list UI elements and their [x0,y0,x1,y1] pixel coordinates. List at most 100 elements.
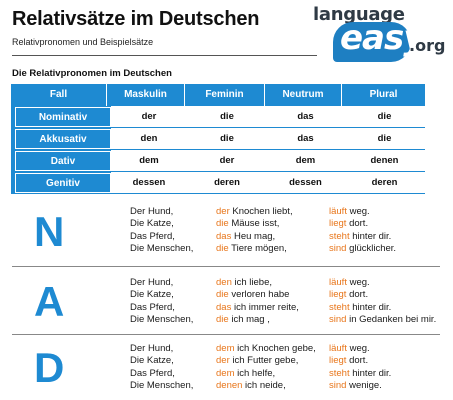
predicate: dort. [346,355,369,367]
table-cell: das [297,133,314,144]
row-label: Nominativ [15,107,111,127]
case-letter: A [34,278,65,325]
predicate: dort. [346,218,369,230]
table-cell: das [297,111,314,122]
clause: Knochen liebt, [229,206,293,217]
subject: Der Hund, [130,206,174,217]
table-cell: denen [370,155,399,166]
case-letter: N [34,208,65,255]
relative-pronoun: die [216,289,229,301]
predicate: hinter dir. [349,367,392,379]
clause: ich helfe, [234,367,276,379]
verb: steht [329,230,350,242]
header-feminin: Feminin [185,84,265,106]
table-cell: dessen [289,177,322,188]
relative-pronoun: die [216,218,229,230]
table-cell: den [140,133,158,144]
subject: Die Katze, [130,355,174,367]
clause: ich mag , [228,313,270,325]
table-row-genitiv: Genitiv dessen deren dessen deren [11,172,425,194]
verb: sind [329,313,347,325]
table-row-nominativ: Nominativ der die das die [11,106,425,128]
relative-pronoun: die [216,313,229,325]
relative-pronoun: dem [216,367,235,379]
predicate: in Gedanken bei mir. [346,313,437,325]
table-cell: deren [371,177,398,188]
page-subtitle: Relativpronomen und Beispielsätze [12,37,154,47]
logo-text-language: language [313,4,405,25]
subject: Der Hund, [130,343,174,354]
table-cell: die [377,111,392,122]
predicate: hinter dir. [349,230,392,242]
logo-speech-bubble [333,22,411,62]
languageeasy-logo: language easy .org [313,4,446,66]
predicate: wenige. [346,379,382,391]
header-plural: Plural [369,89,398,100]
relative-pronoun: den [216,277,232,288]
table-cell: die [377,133,392,144]
clause: Heu mag, [231,230,276,242]
verb: liegt [329,218,347,230]
table-cell: die [220,111,234,122]
clause: ich Futter gebe, [229,355,299,367]
verb: steht [329,301,350,313]
verb: steht [329,367,350,379]
verb: liegt [329,355,347,367]
clause: verloren habe [228,289,290,301]
relative-pronoun: denen [216,379,243,391]
clause: ich neide, [242,379,286,391]
predicate: dort. [346,289,369,301]
relative-pronoun: der [216,206,230,217]
verb: läuft [329,277,347,288]
relative-pronoun: die [216,242,229,254]
subject: Das Pferd, [130,230,175,242]
verb: läuft [329,343,347,354]
table-cell: deren [214,177,240,188]
header-neutrum: Neutrum [265,84,342,106]
table-row-dativ: Dativ dem der dem denen [11,150,425,172]
logo-text-org: .org [409,36,446,55]
table-header-row: Fall Maskulin Feminin Neutrum Plural [11,84,425,106]
table-cell: der [219,155,235,166]
clause: Mäuse isst, [228,218,280,230]
predicate: glücklicher. [346,242,397,254]
relative-pronoun: das [216,230,232,242]
table-row-akkusativ: Akkusativ den die das die [11,128,425,150]
predicate: weg. [346,343,370,354]
subject: Die Menschen, [130,242,194,254]
row-label: Genitiv [15,173,111,193]
case-letter: D [34,344,65,391]
relative-pronoun: das [216,301,232,313]
predicate: hinter dir. [349,301,392,313]
pronoun-table: Fall Maskulin Feminin Neutrum Plural Nom… [11,84,425,194]
section-divider [12,334,440,335]
relative-pronoun: der [216,355,230,367]
subject: Die Menschen, [130,379,194,391]
subject: Die Menschen, [130,313,194,325]
header-divider [12,55,317,56]
section-divider [12,266,440,267]
verb: sind [329,242,347,254]
clause: ich liebe, [231,277,272,288]
subject: Die Katze, [130,218,174,230]
header-maskulin: Maskulin [107,84,185,106]
subject: Der Hund, [130,277,174,288]
clause: ich immer reite, [231,301,299,313]
table-cell: die [220,133,234,144]
relative-pronoun: dem [216,343,235,354]
header-fall: Fall [11,84,107,106]
subject: Das Pferd, [130,367,175,379]
table-cell: der [141,111,157,122]
page-title: Relativsätze im Deutschen [12,8,260,30]
table-cell: dem [295,155,316,166]
predicate: weg. [346,206,370,217]
subject: Das Pferd, [130,301,175,313]
predicate: weg. [346,277,370,288]
row-label: Akkusativ [15,129,111,149]
verb: läuft [329,206,347,217]
subject: Die Katze, [130,289,174,301]
table-cell: dem [139,155,159,166]
row-label: Dativ [15,151,111,171]
logo-text-easy: easy [340,18,425,58]
table-cell: dessen [132,177,166,188]
